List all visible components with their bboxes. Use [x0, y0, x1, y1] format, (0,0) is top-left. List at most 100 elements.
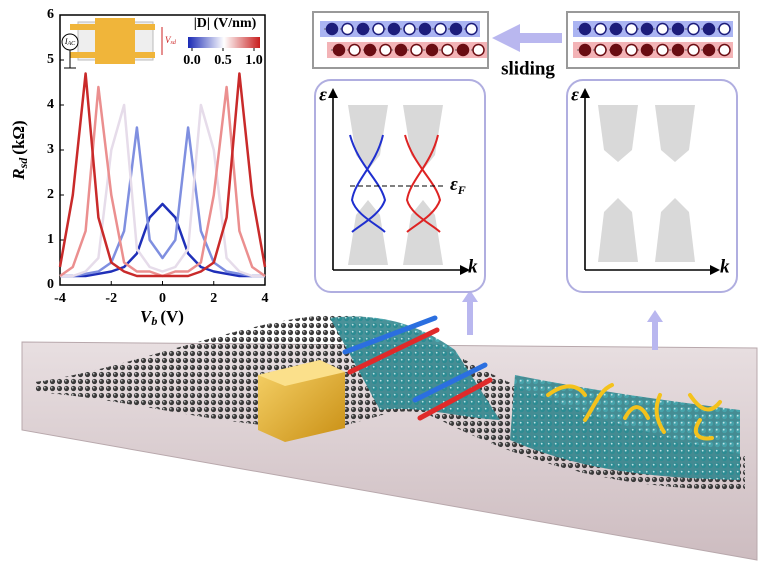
lattice-atom	[640, 22, 654, 36]
y-tick-label: 5	[47, 52, 54, 67]
lattice-atom	[363, 43, 377, 57]
y-tick-label: 6	[47, 7, 54, 22]
lattice-atom	[671, 22, 685, 36]
x-label-unit: (V)	[160, 307, 184, 326]
y-tick-label: 2	[47, 187, 54, 202]
colorbar	[188, 37, 260, 48]
voltage-symbol: V	[165, 35, 172, 45]
x-label-subscript: b	[151, 314, 157, 328]
fermi-symbol: ε	[450, 174, 458, 195]
device-lead	[70, 52, 155, 58]
energy-axis-label: ε	[319, 84, 327, 105]
lattice-atom	[387, 22, 401, 36]
lattice-atom	[687, 22, 700, 36]
scattered-paths	[546, 383, 722, 441]
lattice-atom	[718, 22, 731, 36]
lattice-atom	[403, 22, 416, 36]
device-lead	[70, 24, 155, 30]
red-channel	[417, 377, 493, 421]
colorbar-tick-label: 0.0	[183, 53, 201, 68]
resistance-curve	[60, 126, 265, 278]
lattice-box	[566, 11, 740, 69]
lattice-atom	[441, 43, 454, 57]
lattice-atom	[325, 22, 339, 36]
x-tick-label: 0	[159, 291, 166, 306]
red-channel	[347, 327, 440, 375]
aa-domain	[510, 375, 740, 480]
blue-bands	[349, 134, 387, 233]
lattice-atom	[640, 43, 654, 57]
band-axes	[332, 95, 712, 271]
lattice-atom	[456, 43, 470, 57]
x-tick-label: -4	[54, 291, 66, 306]
lattice-atom	[394, 43, 408, 57]
lattice-atom	[609, 43, 623, 57]
lattice-atom	[609, 22, 623, 36]
x-tick-label: 4	[262, 291, 269, 306]
lattice-atom	[465, 22, 478, 36]
x-label-symbol: V	[140, 307, 153, 326]
voltage-label: Vsd	[165, 35, 177, 46]
colorbar-tick-label: 1.0	[245, 53, 263, 68]
lattice-atom	[332, 43, 346, 57]
resistance-curve	[60, 103, 265, 278]
lattice-atom	[656, 43, 669, 57]
lattices	[320, 21, 733, 58]
lattice-box	[312, 11, 489, 69]
lattice-atom	[379, 43, 392, 57]
lattice-atom	[410, 43, 423, 57]
band-panel	[566, 79, 738, 293]
x-axis-label: Vb (V)	[140, 307, 184, 328]
device-schematic: IAC Vsd	[61, 18, 177, 69]
x-tick-label: 2	[210, 291, 217, 306]
lattice-atom	[594, 43, 607, 57]
lattice-atom	[625, 43, 638, 57]
lattice-atom	[594, 22, 607, 36]
y-tick-label: 1	[47, 232, 54, 247]
y-tick-label: 3	[47, 142, 54, 157]
lattice-atom	[425, 43, 439, 57]
lattice-atom	[671, 43, 685, 57]
lattice-atom	[372, 22, 385, 36]
lattice-atom	[472, 43, 485, 57]
lattice-atom	[578, 43, 592, 57]
band-diagrams: sliding ε k εF ε k	[312, 11, 740, 293]
lattice-atom	[718, 43, 731, 57]
source-label: IAC	[64, 37, 76, 48]
momentum-axis-label: k	[720, 256, 730, 277]
axis-heads	[328, 88, 720, 275]
y-label-symbol: R	[9, 168, 28, 180]
inset-chart: Rsd (kΩ) Vb (V) IAC Vsd |D| (V/nm) 0.0 0.5 1…	[9, 7, 269, 328]
blue-channel	[342, 315, 438, 355]
gate-top	[258, 360, 345, 386]
sliding-label: sliding	[501, 58, 555, 79]
lattice-atom	[578, 22, 592, 36]
fermi-subscript: F	[457, 183, 466, 197]
lattice-atom	[702, 43, 716, 57]
y-label-subscript: sd	[16, 157, 30, 170]
lattice-atom	[656, 22, 669, 36]
y-axis-label: Rsd (kΩ)	[9, 120, 30, 180]
colorbar-label: |D| (V/nm)	[194, 16, 257, 31]
voltage-subscript: sd	[171, 40, 177, 46]
fermi-label: εF	[450, 174, 466, 196]
y-tick-label: 0	[47, 277, 54, 292]
resistance-curve	[58, 72, 267, 278]
lattice-atom	[356, 22, 370, 36]
y-label-unit: (kΩ)	[9, 120, 28, 154]
scene	[21, 290, 758, 561]
lattice-atom	[449, 22, 463, 36]
energy-axis-label: ε	[571, 84, 579, 105]
lattice-atom	[702, 22, 716, 36]
red-bands	[404, 134, 442, 233]
source-symbol: I	[64, 37, 68, 46]
source-subscript: AC	[67, 41, 77, 47]
lattice-atom	[687, 43, 700, 57]
resistance-curve	[60, 202, 265, 278]
link-arrow-head	[647, 310, 663, 322]
x-tick-label: -2	[105, 291, 117, 306]
y-tick-label: 4	[47, 97, 54, 112]
colorbar-tick-label: 0.5	[214, 53, 232, 68]
link-arrow-head	[462, 290, 478, 302]
lattice-atom	[341, 22, 354, 36]
